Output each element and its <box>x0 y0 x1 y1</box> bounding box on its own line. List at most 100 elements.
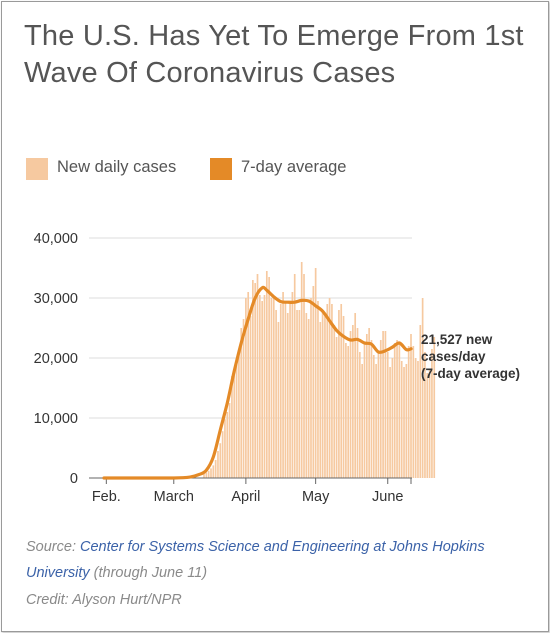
source-link[interactable]: Center for Systems Science and Engineeri… <box>26 539 485 581</box>
bar-daily-cases <box>268 277 270 478</box>
chart-title: The U.S. Has Yet To Emerge From 1st Wave… <box>24 20 524 89</box>
bar-daily-cases <box>214 460 217 478</box>
source-note: Source: Center for Systems Science and E… <box>26 534 496 586</box>
bar-daily-cases <box>400 361 403 478</box>
bar-daily-cases <box>277 322 280 478</box>
bar-daily-cases <box>272 298 275 478</box>
bar-daily-cases <box>431 349 433 478</box>
bar-daily-cases <box>279 304 282 478</box>
bar-daily-cases <box>293 274 296 478</box>
bar-daily-cases <box>328 298 331 478</box>
bar-daily-cases <box>405 364 408 478</box>
bar-daily-cases <box>305 313 308 478</box>
legend-swatch-7-day-average <box>210 158 232 180</box>
bar-daily-cases <box>349 331 352 478</box>
bar-daily-cases <box>317 301 319 478</box>
bar-daily-cases <box>407 346 410 478</box>
bar-daily-cases <box>410 334 412 478</box>
bar-daily-cases <box>377 352 380 478</box>
bar-daily-cases <box>307 319 310 478</box>
bar-daily-cases <box>433 337 436 478</box>
bar-daily-cases <box>217 451 219 478</box>
bar-daily-cases <box>333 325 336 478</box>
bar-daily-cases <box>419 325 422 478</box>
bar-daily-cases <box>219 443 222 478</box>
annotation-line: (7-day average) <box>421 366 520 381</box>
bar-daily-cases <box>238 352 240 478</box>
bar-daily-cases <box>340 304 343 478</box>
bar-daily-cases <box>242 319 245 478</box>
bar-daily-cases <box>326 304 329 478</box>
bar-daily-cases <box>286 313 289 478</box>
y-tick-label: 10,000 <box>34 411 78 427</box>
bar-daily-cases <box>233 370 236 478</box>
bar-daily-cases <box>365 334 368 478</box>
bar-daily-cases <box>393 343 396 478</box>
bar-daily-cases <box>228 403 231 478</box>
source-prefix: Source: <box>26 539 80 555</box>
annotation-line: cases/day <box>421 349 486 364</box>
bar-daily-cases <box>282 292 284 478</box>
bar-daily-cases <box>319 322 322 478</box>
bar-daily-cases <box>210 468 212 478</box>
y-tick-label: 40,000 <box>34 231 78 247</box>
bar-daily-cases <box>310 298 312 478</box>
bar-daily-cases <box>398 343 401 478</box>
bar-daily-cases <box>361 364 363 478</box>
x-tick-label: May <box>302 489 330 505</box>
y-axis: 0 10,000 20,000 30,000 40,000 <box>34 231 78 487</box>
bar-daily-cases <box>356 328 359 478</box>
bar-daily-cases <box>375 364 377 478</box>
y-tick-label: 20,000 <box>34 351 78 367</box>
bar-daily-cases <box>203 473 205 478</box>
bar-daily-cases <box>424 352 426 478</box>
y-tick-label: 0 <box>70 471 78 487</box>
bar-daily-cases <box>314 268 317 478</box>
x-tick-label: Feb. <box>92 489 121 505</box>
bar-daily-cases <box>207 470 210 478</box>
x-tick-label: April <box>231 489 260 505</box>
bar-daily-cases <box>345 343 347 478</box>
bar-daily-cases <box>240 328 243 478</box>
bar-daily-cases <box>254 283 257 478</box>
bar-daily-cases <box>265 271 268 478</box>
bar-daily-cases <box>212 465 215 478</box>
bar-daily-cases <box>252 280 254 478</box>
bar-daily-cases <box>347 346 350 478</box>
legend-label-daily-cases: New daily cases <box>57 158 177 176</box>
bar-daily-cases <box>384 331 387 478</box>
bar-daily-cases <box>368 328 370 478</box>
bar-daily-cases <box>296 310 298 478</box>
bar-daily-cases <box>205 472 208 478</box>
bar-daily-cases <box>284 301 287 478</box>
bar-daily-cases <box>382 331 384 478</box>
bar-daily-cases <box>372 355 375 478</box>
bar-daily-cases <box>417 361 419 478</box>
bar-daily-cases <box>403 367 405 478</box>
bar-daily-cases <box>275 310 277 478</box>
bar-daily-cases <box>379 340 382 478</box>
y-tick-label: 30,000 <box>34 291 78 307</box>
bar-daily-cases <box>303 274 305 478</box>
bar-daily-cases <box>261 301 263 478</box>
chart-plot: Feb. March April May June 0 10,000 20,000 30,00… <box>34 231 520 505</box>
source-suffix: (through June 11) <box>89 565 208 581</box>
bar-daily-cases <box>358 352 361 478</box>
bar-daily-cases <box>426 373 429 478</box>
bar-daily-cases <box>331 304 333 478</box>
bar-daily-cases <box>300 262 303 478</box>
bar-daily-cases <box>335 337 338 478</box>
bar-daily-cases <box>270 298 273 478</box>
bar-daily-cases <box>224 419 226 478</box>
bar-daily-cases <box>370 340 373 478</box>
bar-daily-cases <box>245 298 247 478</box>
x-tick-label: June <box>372 489 403 505</box>
bar-daily-cases <box>391 358 394 478</box>
bar-daily-cases <box>338 310 340 478</box>
bar-daily-cases <box>312 286 315 478</box>
bar-daily-cases <box>263 295 266 478</box>
bar-daily-cases <box>363 343 366 478</box>
bar-daily-cases <box>352 325 354 478</box>
bar-daily-cases <box>291 292 294 478</box>
bar-daily-cases <box>231 376 233 478</box>
